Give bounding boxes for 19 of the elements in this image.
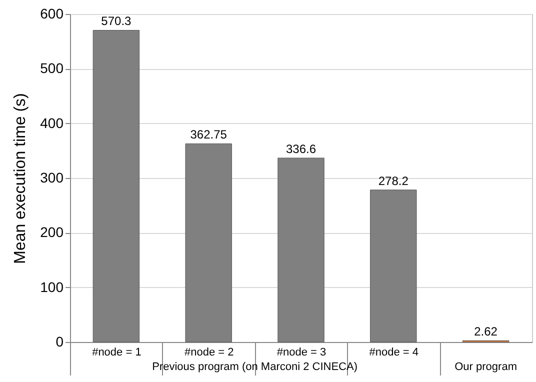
y-tick-label: 100 bbox=[40, 278, 64, 295]
y-tick-label: 200 bbox=[40, 224, 64, 240]
y-tick-label: 400 bbox=[40, 114, 64, 131]
y-tick-label: 300 bbox=[40, 170, 64, 186]
text: Our program bbox=[454, 361, 517, 373]
x-tick-label: #node = 1 bbox=[92, 346, 142, 358]
y-tick-label: 500 bbox=[40, 60, 64, 76]
data-label: 362.75 bbox=[190, 128, 228, 142]
data-label: 2.62 bbox=[474, 324, 498, 339]
data-label: 570.3 bbox=[101, 14, 132, 28]
x-tick-label: #node = 4 bbox=[369, 346, 419, 358]
y-tick-label: 0 bbox=[56, 334, 64, 350]
y-axis-title: Mean execution time (s) bbox=[12, 93, 30, 264]
text: Previous program (on Marconi 2 CINECA) bbox=[152, 361, 358, 373]
x-tick-label: #node = 2 bbox=[184, 346, 234, 358]
x-tick-label: #node = 3 bbox=[276, 346, 326, 358]
y-tick-label: 600 bbox=[40, 6, 64, 22]
data-label: 336.6 bbox=[286, 142, 316, 156]
data-label: 278.2 bbox=[378, 174, 409, 188]
